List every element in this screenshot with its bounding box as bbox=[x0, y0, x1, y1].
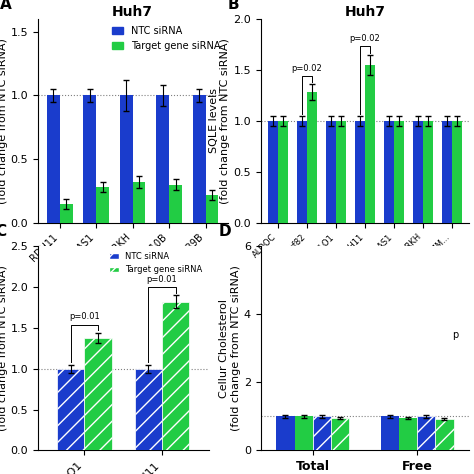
Title: Huh7: Huh7 bbox=[345, 5, 385, 19]
Bar bbox=[156, 95, 169, 223]
Bar bbox=[355, 121, 365, 223]
Legend: NTC siRNA, Target gene siRNA: NTC siRNA, Target gene siRNA bbox=[107, 251, 204, 276]
Bar bbox=[96, 187, 109, 223]
Bar bbox=[84, 338, 111, 450]
Y-axis label: SQLE levels
(fold change from NTC siRNA): SQLE levels (fold change from NTC siRNA) bbox=[0, 38, 8, 204]
Y-axis label: Cellur Cholesterol
(fold change from NTC siRNA): Cellur Cholesterol (fold change from NTC… bbox=[219, 265, 241, 431]
Bar bbox=[133, 182, 146, 223]
Bar bbox=[399, 418, 417, 450]
Bar bbox=[394, 121, 404, 223]
Bar bbox=[193, 95, 206, 223]
Bar bbox=[57, 369, 84, 450]
Bar bbox=[135, 369, 162, 450]
Bar bbox=[47, 95, 60, 223]
Bar bbox=[297, 121, 307, 223]
Bar bbox=[307, 92, 317, 223]
Bar bbox=[365, 65, 375, 223]
Bar bbox=[417, 416, 435, 450]
Bar bbox=[413, 121, 423, 223]
Bar bbox=[381, 416, 399, 450]
Bar bbox=[452, 121, 462, 223]
Y-axis label: SQLE levels
(fold change from NTC siRNA): SQLE levels (fold change from NTC siRNA) bbox=[0, 265, 8, 431]
Bar bbox=[326, 121, 336, 223]
Text: p=0.01: p=0.01 bbox=[146, 274, 177, 283]
Bar bbox=[268, 121, 278, 223]
Text: B: B bbox=[228, 0, 239, 12]
Text: p: p bbox=[453, 330, 459, 340]
Bar bbox=[313, 416, 331, 450]
Bar bbox=[83, 95, 96, 223]
Bar bbox=[162, 302, 189, 450]
Text: A: A bbox=[0, 0, 12, 12]
Bar bbox=[331, 418, 349, 450]
Bar bbox=[120, 95, 133, 223]
Bar bbox=[435, 419, 454, 450]
Bar bbox=[276, 416, 294, 450]
Y-axis label: SQLE levels
(fold change from NTC siRNA): SQLE levels (fold change from NTC siRNA) bbox=[209, 38, 230, 204]
Bar bbox=[384, 121, 394, 223]
Bar bbox=[423, 121, 433, 223]
Bar bbox=[278, 121, 288, 223]
Bar bbox=[60, 204, 73, 223]
Bar bbox=[336, 121, 346, 223]
Title: Huh7: Huh7 bbox=[112, 5, 153, 19]
Bar bbox=[206, 195, 219, 223]
Bar bbox=[442, 121, 452, 223]
Text: D: D bbox=[219, 224, 232, 239]
Text: p=0.01: p=0.01 bbox=[69, 312, 100, 321]
Text: p=0.02: p=0.02 bbox=[292, 64, 322, 73]
Bar bbox=[294, 416, 313, 450]
Bar bbox=[169, 184, 182, 223]
Legend: NTC siRNA, Target gene siRNA: NTC siRNA, Target gene siRNA bbox=[110, 24, 223, 53]
Text: p=0.02: p=0.02 bbox=[350, 35, 380, 44]
Text: C: C bbox=[0, 224, 6, 239]
